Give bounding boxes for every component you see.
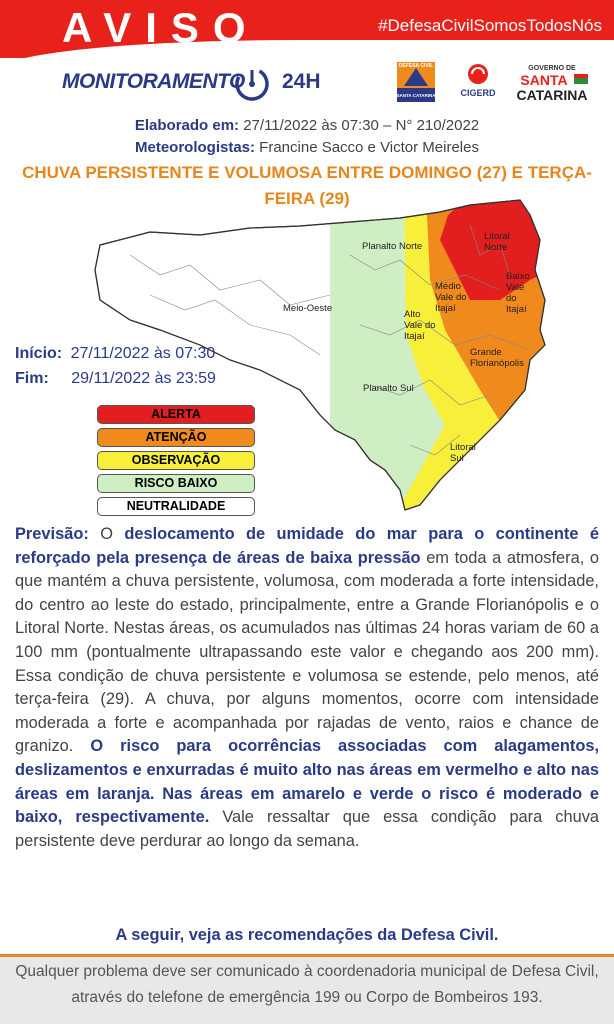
legend-item: ALERTA [97,405,255,424]
partner-logos: DEFESA CIVIL SANTA CATARINA CIGERD GOVER… [396,62,588,103]
monitor-icon [235,67,269,101]
region-label: Baixo Vale do Itajaí [506,271,530,315]
monitor-logo: MONITORAMENTO [62,70,245,93]
recommendation: A seguir, veja as recomendações da Defes… [115,926,499,944]
legend-item: NEUTRALIDADE [97,497,255,516]
prepared: Elaborado em: 27/11/2022 às 07:30 – N° 2… [0,117,614,134]
forecast-text: em toda a atmosfera, o que mantém a chuv… [15,548,599,756]
cigerd-text: CIGERD [460,88,496,98]
forecast-text: Vale ressaltar que essa condição para ch… [15,808,600,850]
legend-item: OBSERVAÇÃO [97,451,255,470]
region-label: Litoral Sul [450,442,476,464]
footer-line: Qualquer problema deve ser comunicado à … [15,963,599,980]
governo-text: GOVERNO DE [528,65,576,72]
footer-line: através do telefone de emergência 199 ou… [71,989,543,1006]
region-label: Grande Florianópolis [470,347,524,369]
footer [0,957,614,1024]
forecast-text: O risco para ocorrências associadas com … [15,737,600,827]
separator [0,954,614,957]
governo-state: CATARINA [516,87,587,103]
forecast-text: O [88,525,125,543]
prepared-value: 27/11/2022 às 07:30 – N° 210/2022 [243,117,480,134]
prepared-label: Elaborado em: [134,117,240,134]
end-label: Fim: [15,370,49,387]
forecast: Previsão: O deslocamento de umidade do m… [15,523,599,853]
meteorologists: Meteorologistas: Francine Sacco e Victor… [0,139,614,156]
start-label: Início: [15,345,63,362]
risk-map: Litoral Norte Planalto Norte Meio-Oeste Médi… [94,199,546,511]
defesa-civil-text: DEFESA CIVIL [399,63,433,69]
region-label: Meio-Oeste [283,303,332,314]
title: AVISO [62,4,260,51]
region-label: Médio Vale do Itajaí [435,281,467,314]
headline: CHUVA PERSISTENTE E VOLUMOSA ENTRE DOMIN… [22,163,592,208]
start-value: 27/11/2022 às 07:30 [70,345,216,362]
hashtag: #DefesaCivilSomosTodosNós [378,16,602,35]
monitor-hours: 24H [282,70,321,93]
region-label: Alto Vale do Itajaí [404,309,436,342]
meteorologists-label: Meteorologistas: [134,139,255,156]
defesa-civil-state: SANTA CATARINA [396,93,436,98]
region-label: Planalto Norte [362,241,422,252]
period-end: Fim: 29/11/2022 às 23:59 [15,370,216,388]
forecast-text: Previsão: [15,525,89,543]
meteorologists-value: Francine Sacco e Victor Meireles [259,139,479,156]
end-value: 29/11/2022 às 23:59 [71,370,216,387]
governo-state: SANTA [520,72,567,88]
period-start: Início: 27/11/2022 às 07:30 [15,345,215,363]
forecast-text: deslocamento de umidade do mar para o co… [15,525,600,567]
region-label: Litoral Norte [484,231,510,253]
legend-item: ATENÇÃO [97,428,255,447]
region-label: Planalto Sul [363,383,414,394]
legend-item: RISCO BAIXO [97,474,255,493]
